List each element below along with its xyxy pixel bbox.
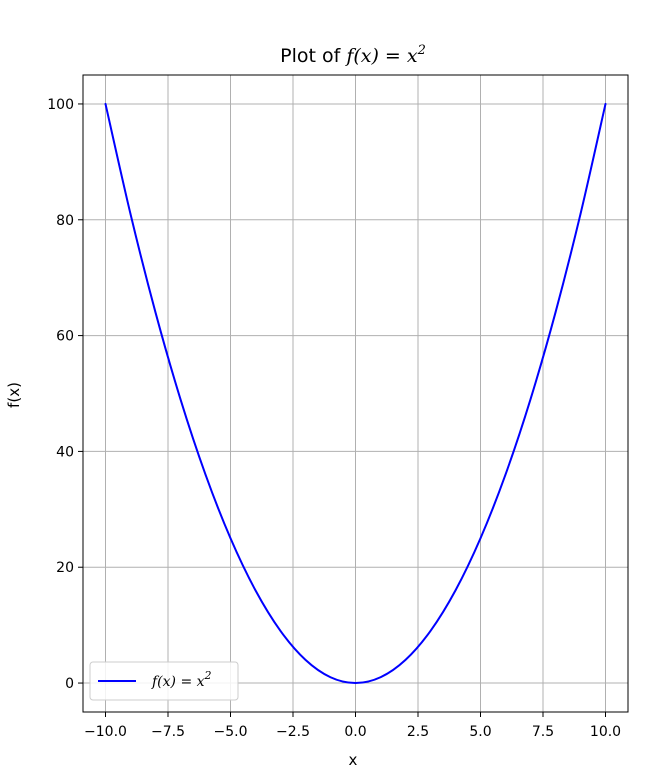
series-point: [604, 103, 607, 105]
legend-label-sup: 2: [204, 669, 212, 682]
x-tick-label: 5.0: [469, 724, 491, 740]
y-axis-label: f(x): [5, 382, 23, 408]
series-point: [529, 398, 532, 401]
series-point: [329, 676, 332, 679]
chart-title-math: f(x) = x: [344, 45, 418, 67]
y-axis-ticks: 0 20 40 60 80 100: [47, 97, 83, 692]
series-point: [304, 659, 307, 661]
series-point: [429, 630, 432, 632]
legend-label: f(x) = x2: [151, 669, 212, 690]
y-tick-label: 80: [56, 213, 74, 229]
series-point: [504, 473, 507, 476]
chart-title-prefix: Plot of: [280, 45, 346, 67]
series-point: [229, 537, 232, 540]
y-tick-label: 0: [65, 676, 74, 692]
series-point: [379, 676, 382, 679]
series-point: [204, 473, 207, 476]
x-tick-label: −10.0: [84, 724, 127, 740]
x-tick-label: −7.5: [151, 724, 185, 740]
x-tick-label: 10.0: [590, 724, 621, 740]
y-tick-label: 100: [47, 97, 74, 113]
x-axis-ticks: −10.0 −7.5 −5.0 −2.5 0.0 2.5 5.0 7.5 10.0: [84, 712, 621, 740]
chart-title: Plot of f(x) = x2: [280, 43, 426, 67]
x-tick-label: −2.5: [276, 724, 310, 740]
grid: [83, 75, 628, 712]
x-tick-label: −5.0: [214, 724, 248, 740]
series-layer: [104, 102, 607, 685]
y-tick-label: 40: [56, 444, 74, 460]
y-tick-label: 20: [56, 560, 74, 576]
series-point: [454, 589, 457, 592]
legend-box: [89, 661, 239, 701]
series-point: [254, 589, 257, 592]
x-tick-label: 0.0: [344, 724, 366, 740]
series-point: [579, 213, 582, 215]
chart-title-sup: 2: [417, 43, 426, 58]
legend-label-math: f(x) = x: [151, 674, 205, 690]
series-point: [479, 537, 482, 540]
series-point: [154, 311, 157, 314]
y-tick-label: 60: [56, 329, 74, 345]
series-point: [129, 213, 132, 215]
x-tick-label: 2.5: [407, 724, 429, 740]
series-point: [179, 398, 182, 401]
series-point: [404, 659, 407, 661]
x-axis-label: x: [349, 751, 358, 769]
series-point: [354, 682, 357, 684]
x-tick-label: 7.5: [532, 724, 554, 740]
series-point: [104, 103, 107, 105]
legend: f(x) = x2: [89, 661, 239, 701]
series-point: [279, 630, 282, 632]
series-point: [554, 311, 557, 314]
